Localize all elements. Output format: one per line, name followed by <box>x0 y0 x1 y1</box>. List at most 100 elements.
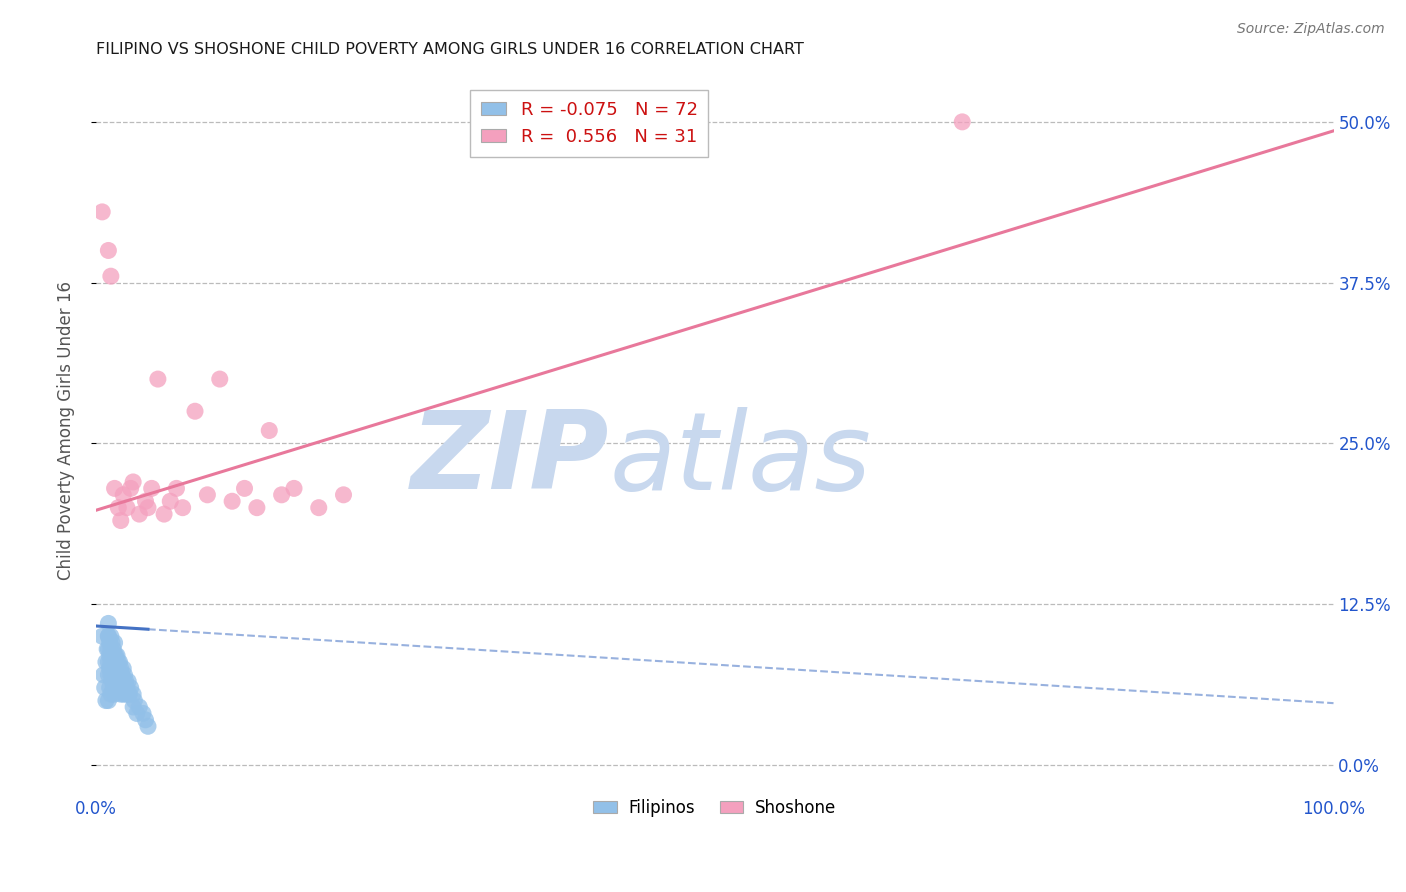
Point <box>98 681 121 695</box>
Point <box>96 642 118 657</box>
Point <box>118 687 141 701</box>
Text: Source: ZipAtlas.com: Source: ZipAtlas.com <box>1237 22 1385 37</box>
Point <box>97 668 120 682</box>
Point <box>100 642 122 657</box>
Point <box>122 687 145 701</box>
Point <box>103 668 125 682</box>
Point <box>105 661 128 675</box>
Point <box>104 648 127 663</box>
Point <box>97 629 120 643</box>
Point <box>165 482 187 496</box>
Point <box>98 648 121 663</box>
Point <box>103 648 125 663</box>
Point <box>94 655 117 669</box>
Point <box>94 693 117 707</box>
Point <box>134 494 156 508</box>
Point <box>110 661 132 675</box>
Point <box>141 482 163 496</box>
Point <box>103 661 125 675</box>
Point <box>110 674 132 689</box>
Point <box>120 482 142 496</box>
Point <box>114 668 136 682</box>
Point <box>112 661 135 675</box>
Point <box>111 668 134 682</box>
Point <box>103 681 125 695</box>
Point <box>97 693 120 707</box>
Text: atlas: atlas <box>610 407 872 512</box>
Point <box>112 687 135 701</box>
Point <box>115 500 138 515</box>
Point <box>114 674 136 689</box>
Point <box>108 655 131 669</box>
Point <box>105 648 128 663</box>
Point <box>124 693 146 707</box>
Point <box>208 372 231 386</box>
Point <box>246 500 269 515</box>
Point <box>97 244 120 258</box>
Point <box>103 687 125 701</box>
Point <box>103 642 125 657</box>
Point <box>97 629 120 643</box>
Point <box>103 636 125 650</box>
Point <box>103 482 125 496</box>
Point <box>100 668 122 682</box>
Y-axis label: Child Poverty Among Girls Under 16: Child Poverty Among Girls Under 16 <box>58 281 75 580</box>
Point <box>114 687 136 701</box>
Point <box>93 668 115 682</box>
Point <box>128 700 150 714</box>
Point <box>233 482 256 496</box>
Point <box>104 661 127 675</box>
Point <box>100 687 122 701</box>
Point <box>270 488 292 502</box>
Point <box>136 719 159 733</box>
Point <box>120 681 142 695</box>
Point <box>107 500 129 515</box>
Point <box>221 494 243 508</box>
Point <box>101 648 124 663</box>
Point <box>136 500 159 515</box>
Point <box>146 372 169 386</box>
Point <box>115 681 138 695</box>
Point <box>112 674 135 689</box>
Point <box>132 706 155 721</box>
Point <box>98 636 121 650</box>
Text: FILIPINO VS SHOSHONE CHILD POVERTY AMONG GIRLS UNDER 16 CORRELATION CHART: FILIPINO VS SHOSHONE CHILD POVERTY AMONG… <box>96 42 804 57</box>
Point <box>97 655 120 669</box>
Point <box>110 514 132 528</box>
Point <box>110 687 132 701</box>
Point <box>100 269 122 284</box>
Point <box>128 507 150 521</box>
Point <box>184 404 207 418</box>
Point <box>91 629 114 643</box>
Point <box>101 674 124 689</box>
Point <box>107 681 129 695</box>
Text: ZIP: ZIP <box>411 407 610 512</box>
Point <box>308 500 330 515</box>
Point <box>103 655 125 669</box>
Point <box>101 661 124 675</box>
Point <box>153 507 176 521</box>
Point <box>93 681 115 695</box>
Point <box>97 642 120 657</box>
Point <box>100 655 122 669</box>
Point <box>259 424 281 438</box>
Point <box>112 488 135 502</box>
Point <box>283 482 305 496</box>
Point <box>103 674 125 689</box>
Point <box>122 475 145 489</box>
Point <box>125 706 148 721</box>
Point <box>108 668 131 682</box>
Point <box>101 636 124 650</box>
Point <box>114 681 136 695</box>
Point <box>107 655 129 669</box>
Point <box>172 500 194 515</box>
Point <box>197 488 219 502</box>
Point <box>111 681 134 695</box>
Point <box>105 674 128 689</box>
Point <box>122 700 145 714</box>
Point <box>107 668 129 682</box>
Point <box>332 488 354 502</box>
Legend: Filipinos, Shoshone: Filipinos, Shoshone <box>585 791 845 825</box>
Point <box>108 681 131 695</box>
Point <box>97 616 120 631</box>
